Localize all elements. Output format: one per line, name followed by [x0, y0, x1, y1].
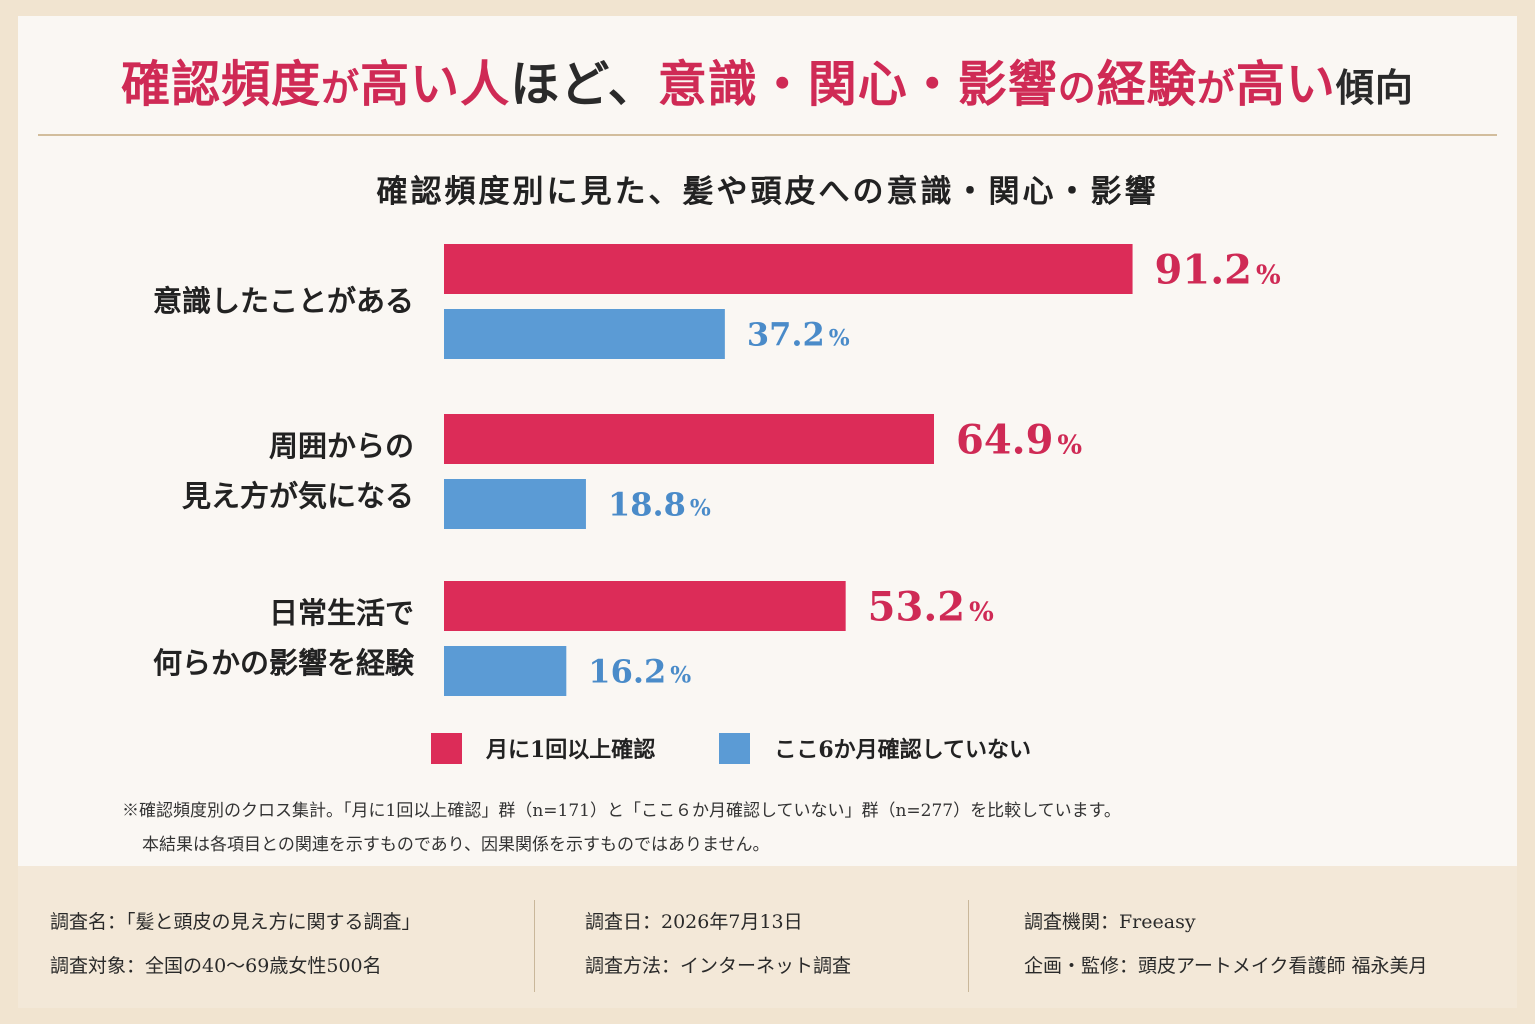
- category-label: 何らかの影響を経験: [153, 646, 415, 680]
- survey-date: 調査日：2026年7月13日: [585, 911, 803, 933]
- category-label: 日常生活で: [269, 596, 414, 630]
- bar: [444, 479, 586, 529]
- chart-title: 確認頻度別に見た、髪や頭皮への意識・関心・影響: [376, 174, 1159, 210]
- footnote-line-1: ※確認頻度別のクロス集計。「月に1回以上確認」群（n=171）と「ここ６か月確認…: [122, 801, 1121, 821]
- headline: 確認頻度が高い人ほど、意識・関心・影響の経験が高い傾向: [18, 54, 1517, 118]
- headline-segment: ほど、: [510, 55, 658, 113]
- category-label: 周囲からの: [269, 429, 414, 463]
- footer-divider: [534, 900, 535, 992]
- survey-supervisor: 企画・監修：頭皮アートメイク看護師 福永美月: [1024, 955, 1428, 977]
- headline-segment: が: [1196, 65, 1236, 110]
- data-label: 37.2%: [747, 316, 850, 354]
- infographic-card: 確認頻度が高い人ほど、意識・関心・影響の経験が高い傾向 確認頻度別に見た、髪や頭…: [18, 16, 1517, 1008]
- headline-segment: 傾向: [1335, 65, 1414, 110]
- headline-segment: 高い人: [360, 55, 511, 113]
- headline-segment: の: [1057, 65, 1097, 110]
- legend-item-series-2: ここ6か月確認していない: [719, 732, 1031, 764]
- data-label: 53.2%: [868, 583, 994, 630]
- bar: [444, 309, 725, 359]
- headline-divider: [38, 134, 1497, 136]
- data-label: 91.2%: [1155, 246, 1281, 293]
- data-label: 18.8%: [608, 486, 711, 524]
- survey-name: 調査名：「髪と頭皮の見え方に関する調査」: [50, 911, 421, 933]
- footnote: ※確認頻度別のクロス集計。「月に1回以上確認」群（n=171）と「ここ６か月確認…: [122, 794, 1121, 862]
- survey-target: 調査対象：全国の40〜69歳女性500名: [50, 955, 382, 977]
- survey-info-footer: 調査名：「髪と頭皮の見え方に関する調査」 調査対象：全国の40〜69歳女性500…: [18, 866, 1517, 1008]
- category-label: 見え方が気になる: [182, 479, 414, 513]
- bar: [444, 414, 934, 464]
- legend-label-series-1: 月に1回以上確認: [486, 737, 656, 763]
- headline-segment: 確認頻度: [121, 55, 322, 113]
- headline-segment: 意識・関心・影響: [657, 55, 1058, 113]
- legend-swatch-series-2: [719, 732, 751, 764]
- headline-segment: 経験: [1096, 55, 1197, 113]
- bar: [444, 646, 567, 696]
- legend-item-series-1: 月に1回以上確認: [431, 732, 655, 764]
- chart-legend: 月に1回以上確認 ここ6か月確認していない: [431, 730, 1095, 766]
- survey-method: 調査方法：インターネット調査: [585, 955, 852, 977]
- data-label: 16.2%: [588, 653, 691, 691]
- bar: [444, 244, 1133, 294]
- legend-label-series-2: ここ6か月確認していない: [774, 737, 1031, 763]
- footer-divider: [968, 900, 969, 992]
- legend-swatch-series-1: [431, 732, 462, 764]
- headline-segment: が: [321, 65, 361, 110]
- footnote-line-2: 本結果は各項目との関連を示すものであり、因果関係を示すものではありません。: [142, 835, 770, 855]
- survey-info-column-2: 調査日：2026年7月13日 調査方法：インターネット調査: [585, 900, 851, 988]
- bar: [444, 581, 846, 631]
- data-label: 64.9%: [956, 416, 1082, 463]
- headline-segment: 高い: [1235, 55, 1336, 113]
- survey-agency: 調査機関：Freeasy: [1024, 911, 1196, 933]
- survey-info-column-1: 調査名：「髪と頭皮の見え方に関する調査」 調査対象：全国の40〜69歳女性500…: [50, 900, 421, 988]
- category-label: 意識したことがある: [153, 284, 414, 318]
- survey-info-column-3: 調査機関：Freeasy 企画・監修：頭皮アートメイク看護師 福永美月: [1024, 900, 1428, 988]
